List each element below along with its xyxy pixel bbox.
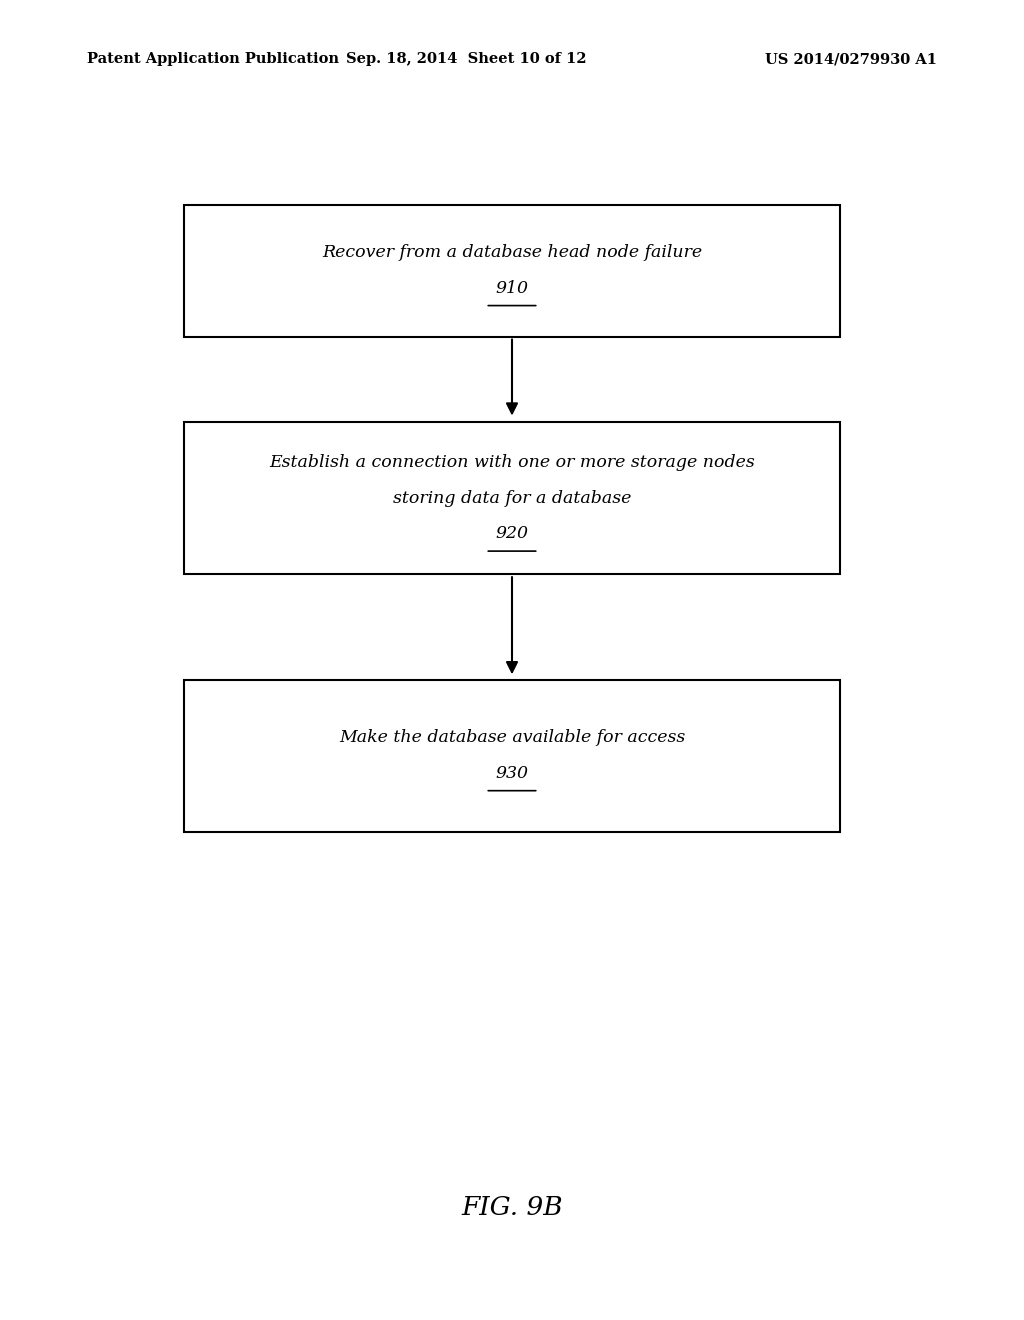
Text: Sep. 18, 2014  Sheet 10 of 12: Sep. 18, 2014 Sheet 10 of 12 [346, 53, 586, 66]
FancyBboxPatch shape [184, 680, 840, 832]
Text: US 2014/0279930 A1: US 2014/0279930 A1 [765, 53, 937, 66]
Text: Patent Application Publication: Patent Application Publication [87, 53, 339, 66]
Text: 930: 930 [496, 766, 528, 781]
Text: 910: 910 [496, 280, 528, 297]
FancyBboxPatch shape [184, 205, 840, 337]
FancyBboxPatch shape [184, 422, 840, 574]
Text: Establish a connection with one or more storage nodes: Establish a connection with one or more … [269, 454, 755, 471]
Text: storing data for a database: storing data for a database [393, 490, 631, 507]
Text: Make the database available for access: Make the database available for access [339, 730, 685, 746]
Text: FIG. 9B: FIG. 9B [461, 1196, 563, 1220]
Text: 920: 920 [496, 525, 528, 543]
Text: Recover from a database head node failure: Recover from a database head node failur… [322, 244, 702, 261]
